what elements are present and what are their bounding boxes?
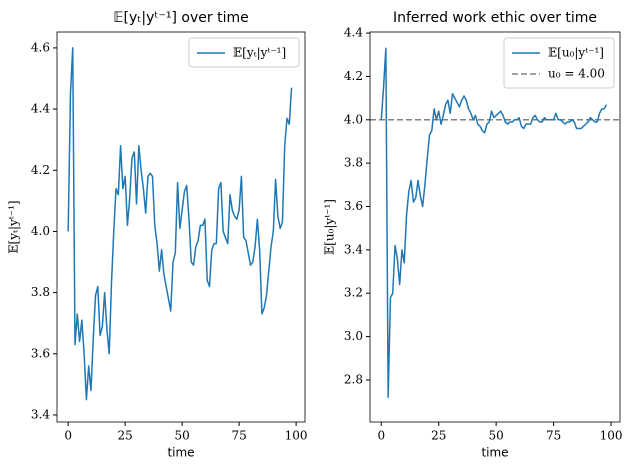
y-tick-label: 2.8 <box>344 372 363 386</box>
chart-title: 𝔼[yₜ|yᵗ⁻¹] over time <box>113 10 248 26</box>
series-line <box>380 47 608 399</box>
y-tick-label: 3.8 <box>344 156 363 170</box>
x-axis-label: time <box>481 446 508 460</box>
axes-frame <box>56 31 306 423</box>
y-tick-label: 3.6 <box>344 199 363 213</box>
y-tick-label: 3.2 <box>344 286 363 300</box>
chart-title: Inferred work ethic over time <box>393 10 597 26</box>
legend-label: u₀ = 4.00 <box>548 67 605 81</box>
x-tick-label: 75 <box>546 429 561 443</box>
x-tick-label: 100 <box>285 429 308 443</box>
y-tick-label: 4.0 <box>344 112 363 126</box>
x-tick-label: 0 <box>64 429 72 443</box>
legend-box <box>503 37 615 89</box>
y-tick-label: 3.4 <box>344 242 363 256</box>
y-tick-label: 4.2 <box>344 69 363 83</box>
x-tick-label: 50 <box>174 429 189 443</box>
y-tick-label: 3.6 <box>31 346 50 360</box>
x-tick-label: 100 <box>600 429 623 443</box>
legend-box <box>188 37 300 68</box>
y-tick-label: 3.8 <box>31 285 50 299</box>
y-axis-label: 𝔼[u₀|yᵗ⁻¹] <box>323 199 337 255</box>
legend-label: 𝔼[u₀|yᵗ⁻¹] <box>548 46 604 60</box>
legend-label: 𝔼[yₜ|yᵗ⁻¹] <box>233 46 286 60</box>
x-tick-label: 0 <box>377 429 385 443</box>
axes-frame <box>369 31 621 423</box>
y-tick-label: 3.0 <box>344 329 363 343</box>
y-tick-label: 3.4 <box>31 407 50 421</box>
series-line <box>67 47 293 401</box>
y-tick-label: 4.4 <box>31 102 50 116</box>
y-axis-label: 𝔼[yₜ|yᵗ⁻¹] <box>7 200 21 253</box>
y-tick-label: 4.4 <box>344 26 363 40</box>
x-tick-label: 25 <box>118 429 133 443</box>
y-tick-label: 4.6 <box>31 40 50 54</box>
x-tick-label: 50 <box>489 429 504 443</box>
y-tick-label: 4.2 <box>31 163 50 177</box>
x-tick-label: 75 <box>231 429 246 443</box>
x-axis-label: time <box>167 446 194 460</box>
x-tick-label: 25 <box>431 429 446 443</box>
y-tick-label: 4.0 <box>31 224 50 238</box>
